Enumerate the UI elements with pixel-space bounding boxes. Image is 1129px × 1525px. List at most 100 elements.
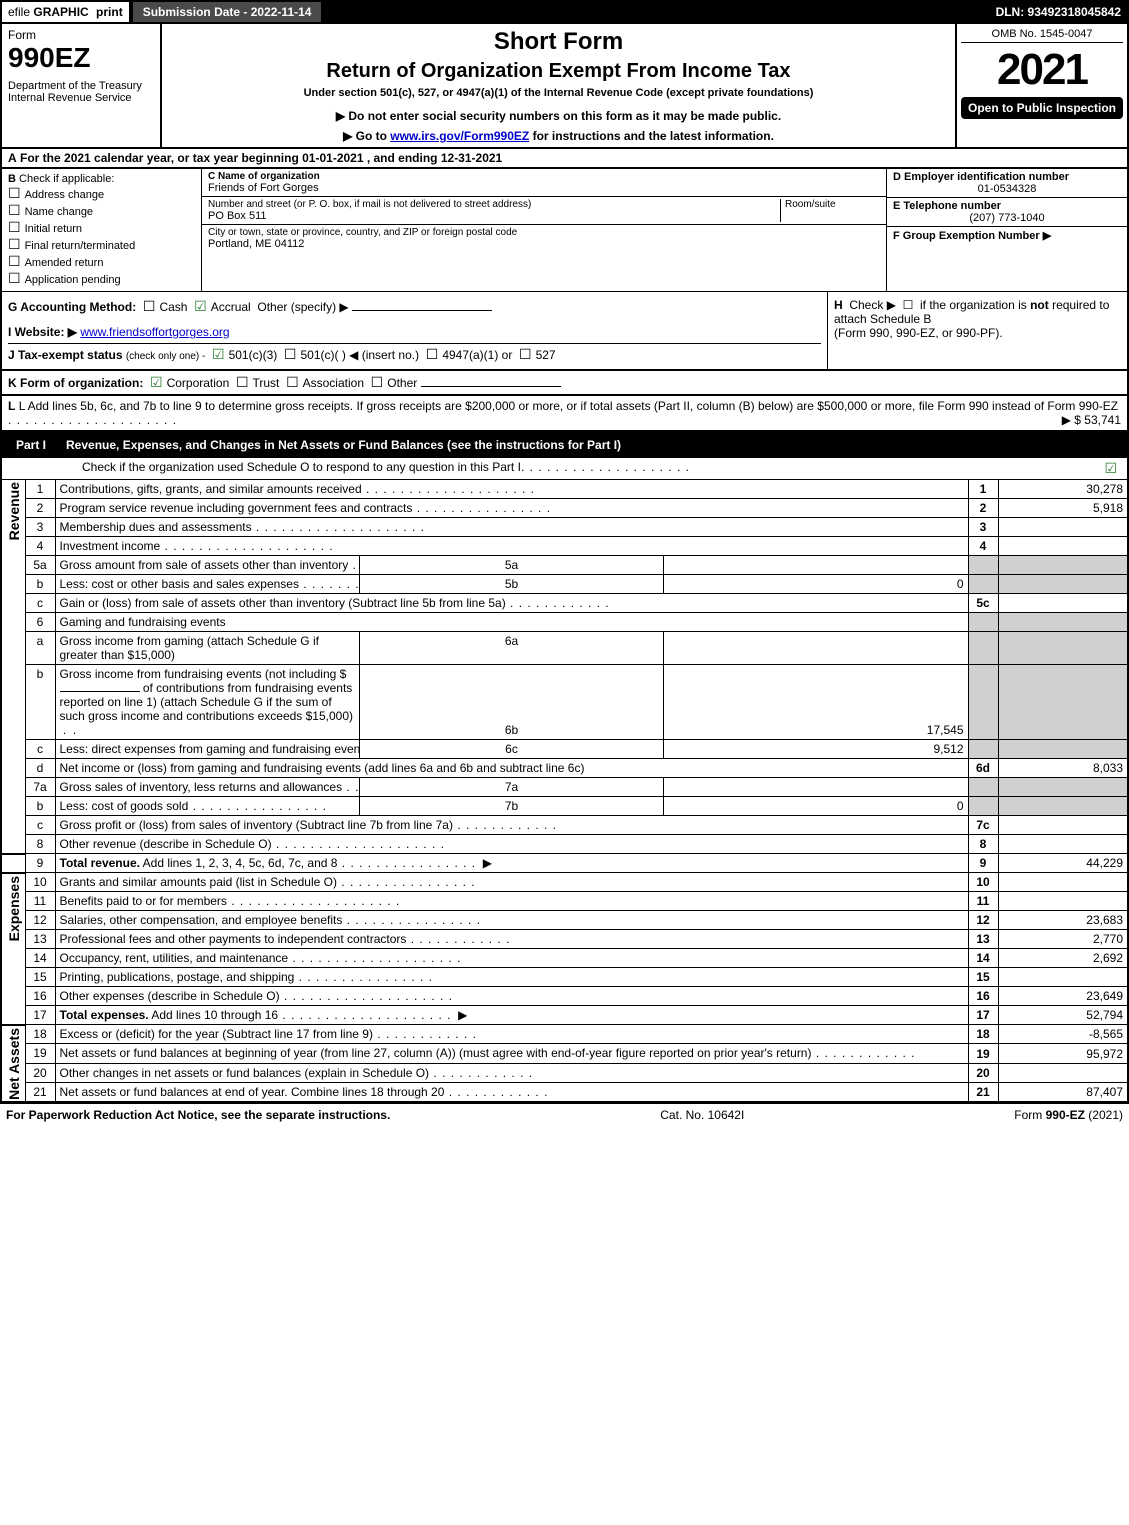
- tax-year: 2021: [961, 45, 1123, 95]
- l2-d: Program service revenue including govern…: [60, 501, 413, 515]
- l6c-in: 6c: [359, 740, 663, 759]
- l16-ov: 23,649: [998, 987, 1128, 1006]
- d-tel: (207) 773-1040: [893, 212, 1121, 224]
- l7a-d: Gross sales of inventory, less returns a…: [60, 780, 343, 794]
- row-a-lead: A: [8, 151, 17, 165]
- l9-on: 9: [968, 854, 998, 873]
- d-ein: 01-0534328: [893, 183, 1121, 195]
- l8-d: Other revenue (describe in Schedule O): [60, 837, 272, 851]
- row-a-text: For the 2021 calendar year, or tax year …: [20, 151, 502, 165]
- part1-check-dots: [521, 460, 690, 477]
- dept-irs: Internal Revenue Service: [8, 92, 154, 104]
- warn-goto: ▶ Go to www.irs.gov/Form990EZ for instru…: [170, 129, 947, 143]
- l8-on: 8: [968, 835, 998, 854]
- chk-501c3[interactable]: 501(c)(3): [212, 348, 277, 362]
- l2-n: 2: [25, 499, 55, 518]
- footer-right-post: (2021): [1085, 1108, 1123, 1122]
- l7b-in: 7b: [359, 797, 663, 816]
- part1-num: Part I: [8, 436, 54, 454]
- l10-n: 10: [25, 873, 55, 892]
- l2-on: 2: [968, 499, 998, 518]
- l5b-in: 5b: [359, 575, 663, 594]
- part1-check-box[interactable]: [1104, 460, 1121, 477]
- chk-initial-return[interactable]: Initial return: [8, 219, 195, 236]
- g-label: G Accounting Method:: [8, 300, 136, 314]
- chk-4947[interactable]: 4947(a)(1) or: [426, 348, 513, 362]
- c-name: Friends of Fort Gorges: [208, 182, 880, 194]
- l4-on: 4: [968, 537, 998, 556]
- print-link[interactable]: print: [96, 5, 123, 19]
- chk-corporation[interactable]: Corporation: [150, 376, 229, 390]
- short-form-title: Short Form: [170, 28, 947, 56]
- c-city-label: City or town, state or province, country…: [208, 227, 880, 238]
- chk-association[interactable]: Association: [286, 376, 364, 390]
- irs-link[interactable]: www.irs.gov/Form990EZ: [390, 129, 529, 143]
- l7b-n: b: [25, 797, 55, 816]
- l6-n: 6: [25, 613, 55, 632]
- chk-accrual[interactable]: Accrual: [194, 300, 251, 314]
- l6a-d: Gross income from gaming (attach Schedul…: [55, 632, 359, 665]
- l2-ov: 5,918: [998, 499, 1128, 518]
- l21-d: Net assets or fund balances at end of ye…: [60, 1085, 445, 1099]
- form-label: Form: [8, 28, 154, 42]
- header-left: Form 990EZ Department of the Treasury In…: [2, 24, 162, 147]
- k-label: K Form of organization:: [8, 376, 143, 390]
- chk-amended-return[interactable]: Amended return: [8, 253, 195, 270]
- chk-name-change[interactable]: Name change: [8, 202, 195, 219]
- l5a-iv: [664, 556, 968, 575]
- l9-ov: 44,229: [998, 854, 1128, 873]
- l15-n: 15: [25, 968, 55, 987]
- netassets-side-label: Net Assets: [6, 1028, 22, 1100]
- chk-application-pending[interactable]: Application pending: [8, 270, 195, 287]
- l6b-iv: 17,545: [664, 665, 968, 740]
- warn-post: for instructions and the latest informat…: [529, 129, 774, 143]
- l20-n: 20: [25, 1063, 55, 1082]
- efile-label: efile: [8, 5, 30, 19]
- l18-d: Excess or (deficit) for the year (Subtra…: [60, 1027, 373, 1041]
- l6d-n: d: [25, 759, 55, 778]
- l6d-on: 6d: [968, 759, 998, 778]
- l8-ov: [998, 835, 1128, 854]
- chk-trust[interactable]: Trust: [236, 376, 279, 390]
- l5a-d: Gross amount from sale of assets other t…: [60, 558, 349, 572]
- l7b-d: Less: cost of goods sold: [60, 799, 189, 813]
- l6a-in: 6a: [359, 632, 663, 665]
- l14-d: Occupancy, rent, utilities, and maintena…: [60, 951, 289, 965]
- footer-mid: Cat. No. 10642I: [660, 1108, 744, 1122]
- l12-n: 12: [25, 911, 55, 930]
- d-ein-label: D Employer identification number: [893, 171, 1121, 183]
- footer: For Paperwork Reduction Act Notice, see …: [0, 1103, 1129, 1126]
- l17-on: 17: [968, 1006, 998, 1025]
- col-b-title: Check if applicable:: [19, 173, 114, 185]
- return-title: Return of Organization Exempt From Incom…: [170, 60, 947, 83]
- l18-n: 18: [25, 1025, 55, 1044]
- section-bcd: B Check if applicable: Address change Na…: [0, 169, 1129, 291]
- submission-date: Submission Date - 2022-11-14: [131, 0, 324, 24]
- c-addr: PO Box 511: [208, 210, 780, 222]
- l11-d: Benefits paid to or for members: [60, 894, 227, 908]
- l19-ov: 95,972: [998, 1044, 1128, 1063]
- l5a-n: 5a: [25, 556, 55, 575]
- l-amount: ▶ $ 53,741: [1062, 413, 1121, 427]
- chk-501c[interactable]: 501(c)( ) ◀ (insert no.): [284, 348, 419, 362]
- i-website-link[interactable]: www.friendsoffortgorges.org: [80, 325, 229, 339]
- l6b-in: 6b: [359, 665, 663, 740]
- chk-address-change[interactable]: Address change: [8, 185, 195, 202]
- l21-n: 21: [25, 1082, 55, 1102]
- l10-ov: [998, 873, 1128, 892]
- graphic-label: GRAPHIC: [33, 5, 88, 19]
- l5c-n: c: [25, 594, 55, 613]
- chk-cash[interactable]: Cash: [143, 300, 188, 314]
- l15-on: 15: [968, 968, 998, 987]
- chk-other-org[interactable]: Other: [371, 376, 418, 390]
- header-right: OMB No. 1545-0047 2021 Open to Public In…: [957, 24, 1127, 147]
- l11-n: 11: [25, 892, 55, 911]
- top-bar: efile GRAPHIC print Submission Date - 20…: [0, 0, 1129, 24]
- omb-number: OMB No. 1545-0047: [961, 28, 1123, 43]
- chk-final-return[interactable]: Final return/terminated: [8, 236, 195, 253]
- l18-ov: -8,565: [998, 1025, 1128, 1044]
- open-public: Open to Public Inspection: [961, 97, 1123, 119]
- chk-527[interactable]: 527: [519, 348, 556, 362]
- part1-header: Part I Revenue, Expenses, and Changes in…: [0, 432, 1129, 458]
- l6a-iv: [664, 632, 968, 665]
